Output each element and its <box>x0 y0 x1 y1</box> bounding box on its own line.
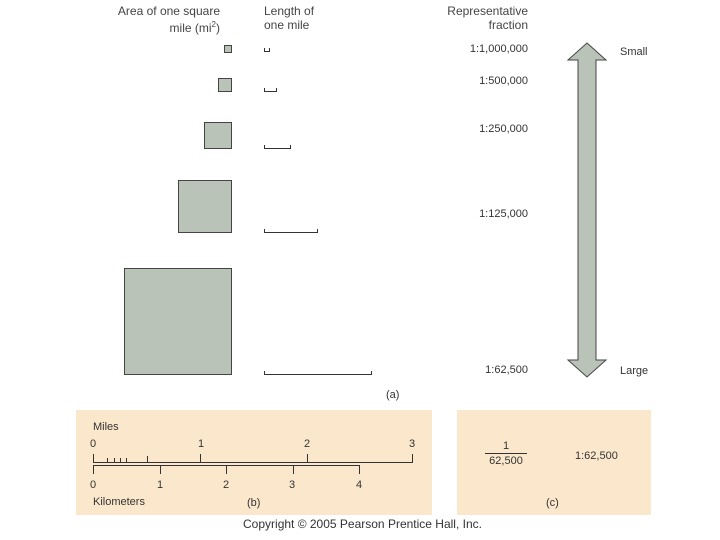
km-tick-mark-2 <box>226 465 227 474</box>
length-62500 <box>264 371 372 375</box>
fraction-bar <box>485 453 527 454</box>
panel-c: 1 62,500 1:62,500 (c) <box>457 410 651 515</box>
km-tick-2: 2 <box>223 479 230 491</box>
miles-label: Miles <box>93 421 119 433</box>
label-a: (a) <box>386 389 400 401</box>
miles-tick-mark-quarter3 <box>120 458 121 463</box>
fraction-denominator: 62,500 <box>489 455 523 467</box>
miles-tick-3: 3 <box>409 438 416 450</box>
rf-header-line1: Representative <box>447 4 528 18</box>
fraction-125000: 1:125,000 <box>479 208 528 220</box>
area-header-sup: 2 <box>211 20 216 29</box>
km-tick-4: 4 <box>356 479 363 491</box>
km-tick-mark-4 <box>359 465 360 474</box>
length-header-line1: Length of <box>264 4 315 18</box>
length-125000 <box>264 229 318 233</box>
panel-b: Miles 0 1 2 3 0 1 2 3 4 Kilometers (b) <box>76 410 432 515</box>
km-tick-mark-3 <box>293 465 294 474</box>
km-tick-mark-1 <box>160 465 161 474</box>
double-arrow-icon <box>566 42 608 378</box>
fraction-500000: 1:500,000 <box>479 75 528 87</box>
square-62500 <box>124 268 232 375</box>
square-1000000 <box>224 45 232 53</box>
miles-tick-mark-quarter1 <box>107 458 108 463</box>
miles-tick-mark-2 <box>307 454 308 463</box>
miles-tick-mark-0 <box>93 454 94 463</box>
km-tick-3: 3 <box>289 479 296 491</box>
km-tick-mark-0 <box>93 465 94 474</box>
kilometers-label: Kilometers <box>93 496 145 508</box>
fraction-1000000: 1:1,000,000 <box>469 43 528 55</box>
area-header-unit: mile (mi <box>169 21 212 35</box>
copyright: Copyright © 2005 Pearson Prentice Hall, … <box>243 517 482 531</box>
miles-tick-0: 0 <box>90 438 97 450</box>
area-header-line1: Area of one square <box>117 4 220 18</box>
area-header: Area of one square mile (mi2) <box>100 4 220 35</box>
length-250000 <box>264 145 291 149</box>
fraction-62500: 1:62,500 <box>485 364 528 376</box>
km-tick-1: 1 <box>157 479 164 491</box>
length-header-line2: one mile <box>264 18 310 32</box>
km-tick-0: 0 <box>90 479 97 491</box>
small-label: Small <box>620 46 648 58</box>
length-500000 <box>264 88 277 92</box>
rf-header-line2: fraction <box>488 18 528 32</box>
area-header-line2: mile (mi2) <box>100 18 220 35</box>
miles-tick-mark-half <box>126 458 127 463</box>
miles-tick-1: 1 <box>198 438 205 450</box>
label-b: (b) <box>247 497 261 509</box>
miles-tick-mark-1 <box>200 454 201 463</box>
miles-tick-mark-3 <box>412 454 413 463</box>
square-250000 <box>204 122 232 149</box>
rf-header: Representative fraction <box>420 4 528 32</box>
square-500000 <box>218 78 232 92</box>
miles-scale-line <box>93 462 412 463</box>
length-header: Length of one mile <box>264 4 314 32</box>
miles-tick-2: 2 <box>304 438 311 450</box>
miles-tick-mark-threequarter <box>147 456 148 463</box>
square-125000 <box>178 180 232 233</box>
length-1000000 <box>264 48 270 52</box>
large-label: Large <box>620 365 649 377</box>
fraction-250000: 1:250,000 <box>479 123 528 135</box>
ratio-display: 1:62,500 <box>575 450 618 462</box>
fraction-numerator: 1 <box>502 440 510 452</box>
miles-tick-mark-quarter2 <box>114 458 115 463</box>
area-header-close: ) <box>216 21 220 35</box>
label-c: (c) <box>546 497 559 509</box>
fraction-display: 1 62,500 <box>485 440 527 467</box>
